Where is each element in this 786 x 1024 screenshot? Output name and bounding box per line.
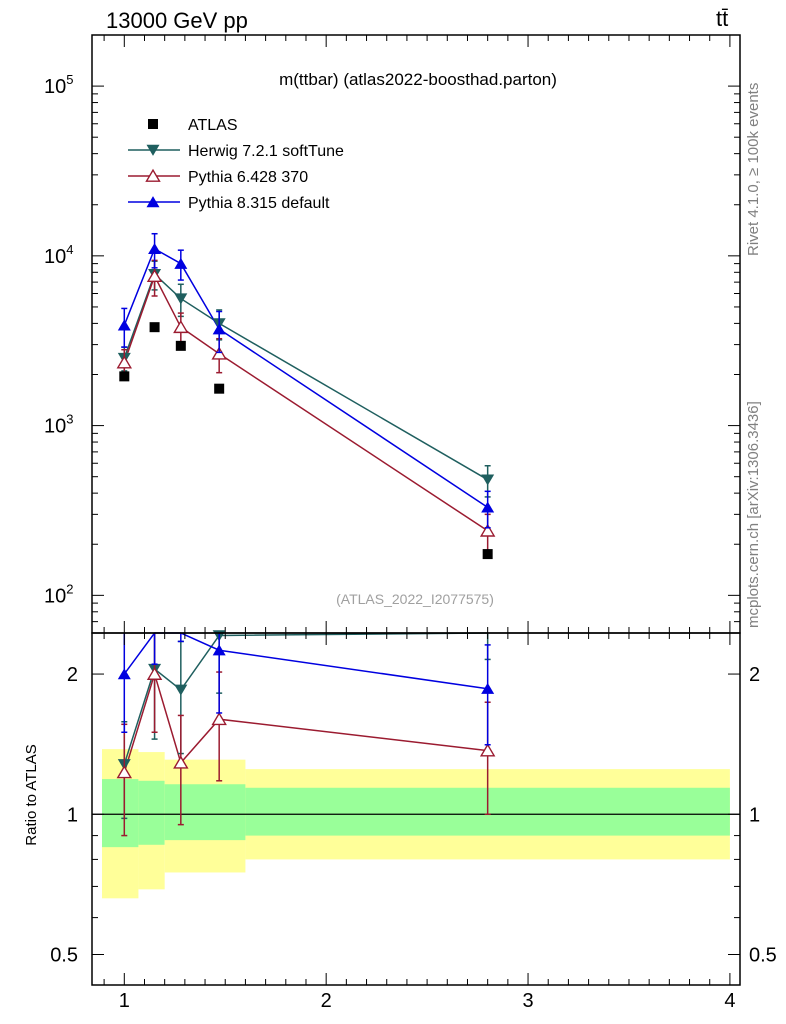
data-point-atlas xyxy=(119,371,130,382)
main-line-1 xyxy=(123,274,489,532)
ratio-point-2 xyxy=(117,668,131,680)
header-process: 13000 GeV pp xyxy=(106,8,248,33)
legend-label-0: Herwig 7.2.1 softTune xyxy=(188,143,344,160)
y-tick-label: 102 xyxy=(44,581,73,607)
ratio-frame xyxy=(91,632,741,986)
ratio-band-1sigma xyxy=(164,784,246,841)
main-series-lines xyxy=(123,247,489,532)
data-point-atlas xyxy=(149,322,160,333)
legend-label-1: Pythia 6.428 370 xyxy=(188,169,308,186)
legend-marker-atlas xyxy=(148,119,158,129)
data-point-atlas xyxy=(175,340,186,351)
ratio-tick-label-right: 2 xyxy=(749,664,760,686)
main-point-2 xyxy=(117,319,131,331)
uncertainty-bands xyxy=(92,749,740,899)
ratio-point-2 xyxy=(212,644,226,656)
y-tick-label: 103 xyxy=(44,412,73,438)
data-point-atlas xyxy=(482,549,493,560)
ratio-tick-label-right: 1 xyxy=(749,804,760,826)
ratio-point-1 xyxy=(116,765,133,779)
legend: ATLAS Herwig 7.2.1 softTune Pythia 6.428 3… xyxy=(128,117,344,212)
legend-marker-0 xyxy=(146,144,160,156)
main-point-2 xyxy=(174,257,188,269)
x-tick-label: 4 xyxy=(724,990,735,1012)
ratio-tick-label-left: 2 xyxy=(67,664,78,686)
legend-label-2: Pythia 8.315 default xyxy=(188,195,330,212)
ratio-point-1 xyxy=(211,711,227,726)
legend-marker-1 xyxy=(145,168,161,182)
legend-label-atlas: ATLAS xyxy=(188,117,238,134)
ratio-tick-label-left: 1 xyxy=(67,804,78,826)
axis-ticks xyxy=(92,34,740,985)
header-final-state: tt̄ xyxy=(716,6,729,31)
x-tick-label: 2 xyxy=(321,990,332,1012)
ratio-point-2 xyxy=(481,682,495,694)
main-point-1 xyxy=(479,523,496,537)
ratio-series-markers xyxy=(116,630,496,837)
ratio-point-0 xyxy=(174,684,188,696)
main-line-2 xyxy=(123,247,489,508)
y-tick-label: 105 xyxy=(44,72,73,98)
x-tick-label: 3 xyxy=(522,990,533,1012)
main-point-0 xyxy=(481,474,495,486)
main-point-0 xyxy=(174,293,188,305)
ratio-tick-label-left: 0.5 xyxy=(50,944,78,966)
ratio-series-lines xyxy=(123,632,488,773)
x-tick-label: 1 xyxy=(119,990,130,1012)
analysis-id: (ATLAS_2022_I2077575) xyxy=(336,591,494,607)
ratio-point-1 xyxy=(479,743,496,757)
main-point-1 xyxy=(173,319,189,334)
main-point-1 xyxy=(146,268,163,282)
plot-title: m(ttbar) (atlas2022-boosthad.parton) xyxy=(279,70,557,89)
ratio-band-1sigma xyxy=(102,779,139,848)
ratio-band-1sigma xyxy=(138,780,165,845)
y-tick-label: 104 xyxy=(44,242,73,268)
main-point-2 xyxy=(212,323,226,335)
axis-labels: 102 103 104 105 0.5 0.5 1 1 2 2 1 2 3 4 Ratio to ATLAS… xyxy=(23,70,777,1012)
main-point-1 xyxy=(116,355,133,369)
ratio-point-1 xyxy=(146,666,163,680)
main-series-markers xyxy=(116,232,496,560)
main-point-2 xyxy=(148,242,162,255)
main-point-2 xyxy=(481,501,495,513)
plot-frames xyxy=(91,34,741,986)
data-point-atlas xyxy=(214,383,225,394)
main-line-0 xyxy=(123,272,489,481)
legend-marker-2 xyxy=(146,196,160,208)
main-point-1 xyxy=(211,346,227,360)
ratio-tick-label-right: 0.5 xyxy=(749,944,777,966)
ratio-point-1 xyxy=(173,755,189,769)
ratio-axis-title: Ratio to ATLAS xyxy=(23,744,40,845)
